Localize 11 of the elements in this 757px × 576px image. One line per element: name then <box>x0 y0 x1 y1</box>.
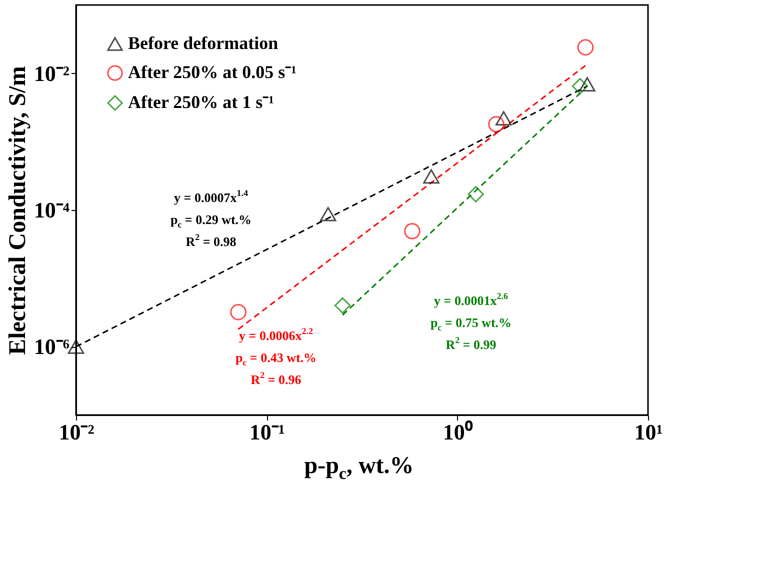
y-tick-label: 10⁻² <box>34 60 70 86</box>
legend-label: After 250% at 1 s⁻¹ <box>128 92 274 112</box>
x-tick-label: 10⁻¹ <box>249 420 285 444</box>
x-tick-label: 10⁰ <box>442 420 473 444</box>
x-tick-label: 10¹ <box>634 420 663 444</box>
y-axis-title: Electrical Conductivity, S/m <box>4 66 31 355</box>
y-tick-label: 10⁻⁴ <box>34 198 70 222</box>
y-tick-label: 10⁻⁶ <box>34 334 70 360</box>
legend-label: Before deformation <box>128 33 278 53</box>
legend-label: After 250% at 0.05 s⁻¹ <box>128 62 297 82</box>
x-tick-label: 10⁻² <box>58 420 95 444</box>
